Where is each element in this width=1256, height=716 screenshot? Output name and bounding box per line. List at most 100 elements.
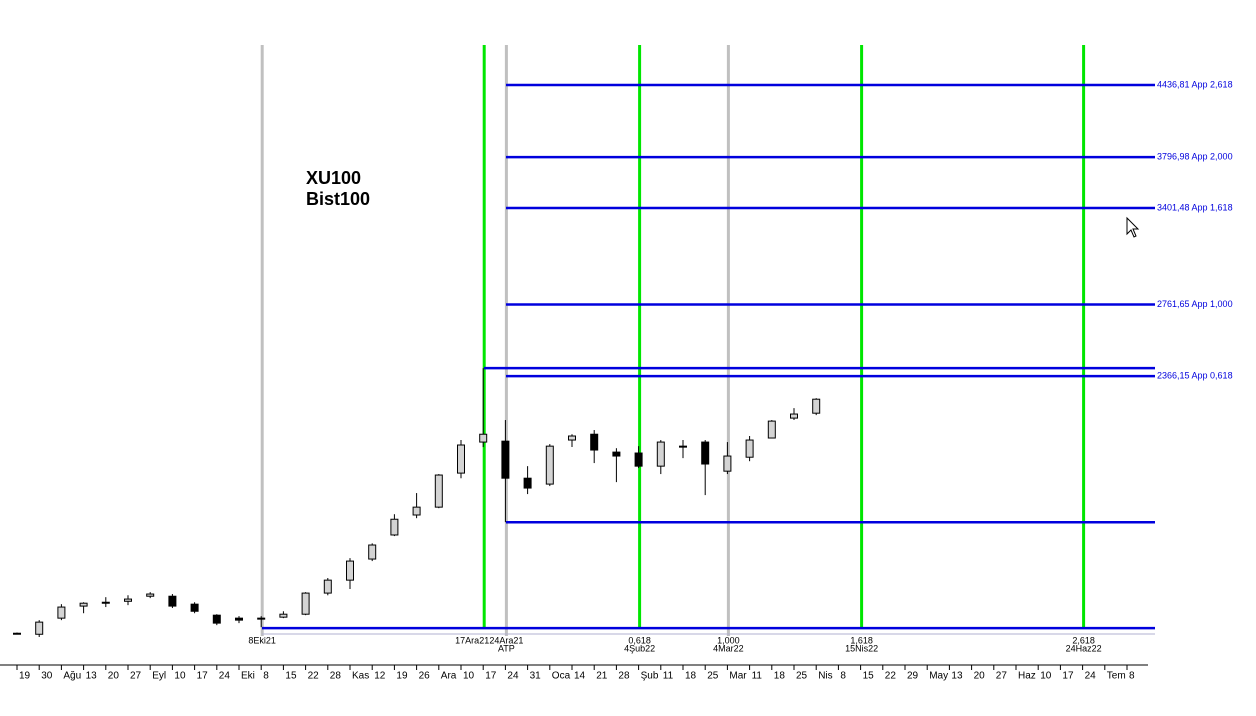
level-label: 3401,48 App 1,618 [1157,202,1233,212]
candle-body [190,603,199,612]
x-tick-label: 21 [596,671,608,682]
x-tick-label: 15 [285,671,297,682]
candle-body [235,617,243,621]
x-tick-label: May [929,671,948,682]
candle-body [35,621,44,635]
x-tick-label: 22 [308,671,320,682]
x-tick-label: 30 [41,671,53,682]
candle-body [434,474,443,508]
candle-body [790,413,798,419]
candle-body [568,435,576,441]
vertical-line-label: 1,618 [850,635,873,645]
level-label: 2761,65 App 1,000 [1157,299,1233,309]
x-tick-label: Haz [1018,671,1036,682]
x-tick-label: Oca [552,671,571,682]
x-tick-label: 11 [663,671,674,682]
vertical-line-label: 4Şub22 [624,643,655,653]
candle-body [168,595,177,607]
x-tick-label: Şub [641,671,659,682]
candle-body [124,598,132,602]
candle-body [279,613,288,618]
x-tick-label: 19 [396,671,408,682]
x-tick-label: Kas [352,671,369,682]
vertical-line-label: 17Ara21 [455,635,489,645]
candle-body [767,420,776,439]
vertical-line-label: ATP [498,643,515,653]
candle-body [79,602,88,607]
x-tick-label: 11 [752,671,763,682]
x-tick-label: 18 [685,671,697,682]
x-tick-label: 13 [86,671,98,682]
level-label: 4436,81 App 2,618 [1157,79,1233,89]
x-tick-label: 28 [618,671,630,682]
x-tick-label: 12 [374,671,386,682]
candle-body [812,398,821,414]
candle-body [101,601,110,604]
candle-body [368,544,377,560]
x-tick-label: Ara [441,671,457,682]
candle-body [523,477,532,489]
x-tick-label: 24 [1085,671,1097,682]
vertical-line-label: 24Ara21 [489,635,523,645]
candle-body [212,614,221,624]
candle-body [590,433,599,451]
x-tick-label: 25 [707,671,719,682]
x-tick-label: Eki [241,671,255,682]
x-tick-label: 17 [197,671,209,682]
x-tick-label: 25 [796,671,808,682]
x-tick-label: 20 [108,671,120,682]
vertical-line-label: 1,000 [717,635,740,645]
candle-body [301,592,310,615]
x-tick-label: 14 [574,671,586,682]
x-tick-label: 17 [1062,671,1074,682]
candle-body [57,606,66,619]
candle-body [346,560,354,581]
vertical-line-label: 0,618 [628,635,651,645]
candle-body [479,433,488,443]
candle-body [501,440,510,479]
x-tick-label: 26 [419,671,431,682]
x-tick-label: Nis [818,671,832,682]
candle-body [146,593,155,597]
vertical-line-label: 2,618 [1072,635,1095,645]
vertical-line-label: 8Eki21 [248,635,276,645]
chart-subtitle: Bist100 [306,189,370,209]
x-tick-label: Mar [729,671,747,682]
x-tick-label: 24 [507,671,519,682]
candle-body [457,444,465,474]
x-tick-label: 20 [974,671,986,682]
candle-body [323,579,332,594]
x-tick-label: 10 [1040,671,1052,682]
x-tick-label: 28 [330,671,342,682]
candle-body [390,518,399,536]
vertical-line-label: 24Haz22 [1066,643,1102,653]
candle-body [745,439,754,458]
level-label: 2366,15 App 0,618 [1157,370,1233,380]
x-tick-label: 13 [951,671,963,682]
candle-body [723,455,732,472]
mouse-cursor [1126,216,1140,238]
x-tick-label: 8 [263,671,269,682]
x-tick-label: 10 [174,671,186,682]
candle-body [257,617,266,620]
candle-body [656,441,665,467]
x-tick-label: 18 [774,671,786,682]
x-tick-label: Tem [1107,671,1126,682]
candle-body [545,445,554,485]
candle-body [701,441,710,465]
chart-title: XU100 [306,168,361,188]
candle-body [634,452,643,467]
x-tick-label: 27 [996,671,1008,682]
x-tick-label: 24 [219,671,231,682]
vertical-line-label: 15Nis22 [845,643,878,653]
x-tick-label: Eyl [152,671,166,682]
x-tick-label: 8 [1129,671,1135,682]
candle-body [13,632,21,635]
level-label: 3796,98 App 2,000 [1157,151,1233,161]
vertical-line-label: 4Mar22 [713,643,744,653]
candle-body [612,451,621,457]
x-tick-label: 27 [130,671,142,682]
x-tick-label: 22 [885,671,897,682]
x-tick-label: 8 [840,671,846,682]
